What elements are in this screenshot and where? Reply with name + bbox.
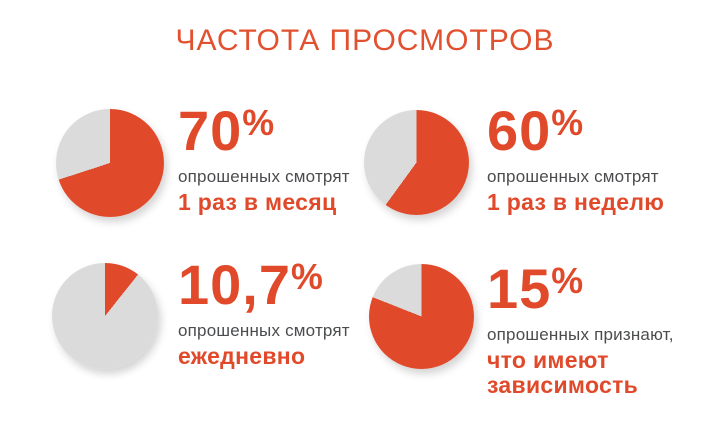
percent-sign: % (242, 102, 275, 143)
page-title: ЧАСТОТА ПРОСМОТРОВ (175, 24, 555, 57)
stat-description: опрошенных признают, (487, 325, 674, 344)
stat-highlight: 1 раз в неделю (487, 189, 665, 216)
pie-chart-daily (52, 263, 158, 369)
stat-group-addiction: 15% опрошенных признают, что имеют завис… (369, 261, 674, 398)
stat-description: опрошенных смотрят (178, 321, 350, 340)
stat-value: 60% (487, 103, 664, 159)
stat-value-number: 15 (487, 257, 552, 320)
stat-description: опрошенных смотрят (178, 167, 350, 186)
pie-chart-weekly (364, 110, 469, 215)
stat-text-monthly: 70% опрошенных смотрят 1 раз в месяц (178, 103, 350, 215)
stat-group-daily: 10,7% опрошенных смотрят ежедневно (52, 257, 350, 369)
percent-sign: % (551, 260, 584, 301)
stat-highlight: ежедневно (178, 343, 306, 370)
stat-value-number: 60 (487, 99, 552, 162)
pie-chart-addiction (369, 264, 474, 369)
stat-value: 15% (487, 261, 674, 317)
stat-highlight: 1 раз в месяц (178, 189, 337, 216)
stat-text-addiction: 15% опрошенных признают, что имеют завис… (487, 261, 674, 398)
stat-group-weekly: 60% опрошенных смотрят 1 раз в неделю (364, 103, 664, 215)
stat-description: опрошенных смотрят (487, 167, 659, 186)
stat-highlight: что имеют зависимость (487, 347, 639, 399)
stat-text-daily: 10,7% опрошенных смотрят ежедневно (178, 257, 350, 369)
percent-sign: % (551, 102, 584, 143)
stat-text-weekly: 60% опрошенных смотрят 1 раз в неделю (487, 103, 664, 215)
stat-value: 10,7% (178, 257, 350, 313)
pie-chart-monthly (56, 109, 164, 217)
stat-value-number: 10,7 (178, 253, 291, 316)
stat-value: 70% (178, 103, 350, 159)
stat-value-number: 70 (178, 99, 243, 162)
percent-sign: % (291, 256, 323, 297)
stat-group-monthly: 70% опрошенных смотрят 1 раз в месяц (56, 103, 350, 217)
